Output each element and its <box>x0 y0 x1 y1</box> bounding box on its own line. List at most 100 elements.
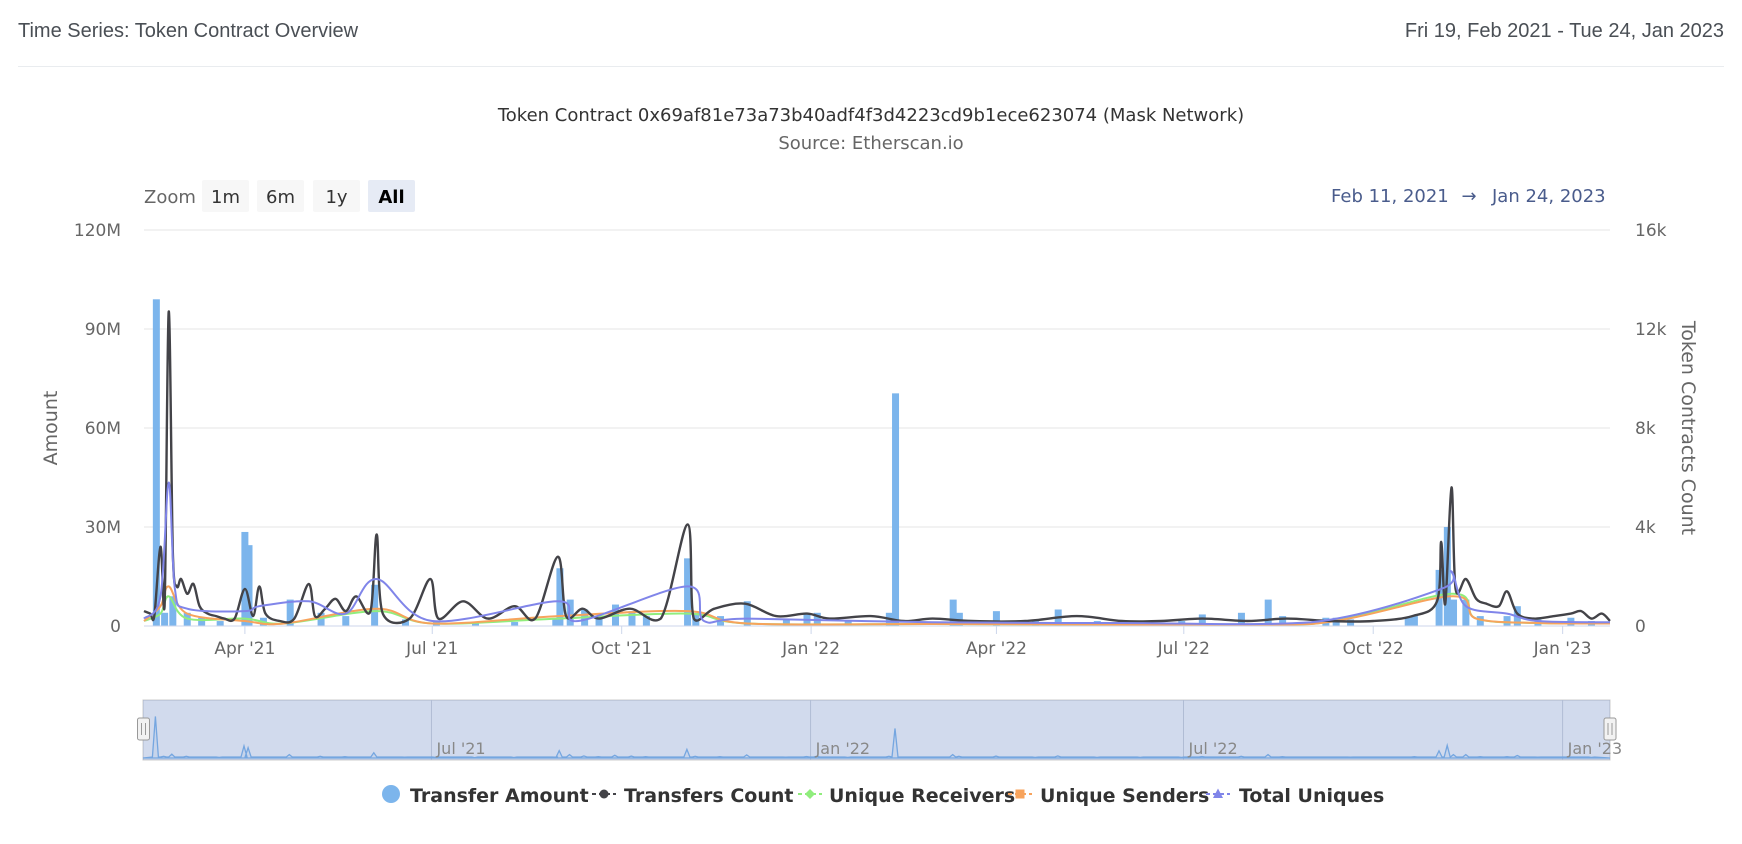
navigator-grid <box>430 700 1564 760</box>
transfer-amount-bar <box>241 531 249 626</box>
navigator-label: Jan '22 <box>815 739 871 758</box>
transfer-amount-bar <box>198 617 206 626</box>
navigator-series <box>142 716 1611 759</box>
legend-label-transfers-count: Transfers Count <box>624 785 793 807</box>
transfer-amount-bar <box>1404 617 1412 626</box>
navigator-label: Jan '23 <box>1567 739 1623 758</box>
transfer-amount-bar <box>782 619 790 626</box>
grid-lines <box>144 229 1610 528</box>
range-from-date[interactable]: Feb 11, 2021 <box>1331 186 1449 207</box>
chart-legend: Transfer Amount Transfers Count Unique R… <box>382 785 1384 807</box>
zoom-button-6m-label: 6m <box>266 187 295 208</box>
zoom-button-1y-label: 1y <box>325 187 347 208</box>
legend-item-total-uniques[interactable]: Total Uniques <box>1206 785 1384 807</box>
transfer-amount-bar <box>1198 614 1206 626</box>
transfer-amount-bar <box>1237 612 1245 626</box>
left-y-axis-label: Amount <box>40 391 62 466</box>
legend-label-unique-senders: Unique Senders <box>1040 785 1209 807</box>
zoom-button-1m[interactable]: 1m <box>202 180 249 212</box>
transfer-amount-bar <box>949 599 957 626</box>
navigator-mask[interactable] <box>143 700 1610 760</box>
zoom-button-6m[interactable]: 6m <box>257 180 304 212</box>
left-y-tick-label: 30M <box>85 518 121 538</box>
legend-item-unique-receivers[interactable]: Unique Receivers <box>798 785 1015 807</box>
zoom-button-all-label: All <box>378 187 404 208</box>
transfer-amount-bar <box>471 622 479 626</box>
transfer-amount-bar <box>1476 616 1484 626</box>
transfer-amount-bar <box>317 612 325 626</box>
left-y-tick-label: 0 <box>110 617 121 637</box>
transfer-amount-bar <box>152 299 160 626</box>
legend-symbol-unique-receivers <box>805 789 815 799</box>
left-y-tick-label: 120M <box>74 221 121 241</box>
zoom-button-1m-label: 1m <box>211 187 240 208</box>
transfer-amount-bar <box>566 599 574 626</box>
transfer-amount-bar <box>892 393 900 626</box>
legend-symbol-transfer-amount <box>382 785 400 803</box>
x-tick-label: Jan '23 <box>1533 639 1592 659</box>
transfer-amount-bar <box>1279 616 1287 626</box>
transfer-amount-bars <box>152 299 1595 626</box>
transfer-amount-bar <box>216 621 224 626</box>
transfer-amount-bar <box>161 612 169 626</box>
x-tick-label: Jan '22 <box>781 639 840 659</box>
navigator-label: Jul '21 <box>435 739 485 758</box>
transfer-amount-bar <box>628 611 636 626</box>
total-uniques-line <box>143 481 1611 626</box>
left-y-axis-ticks: 0 30M 60M 90M 120M <box>74 221 121 637</box>
transfer-amount-bar <box>1462 599 1470 626</box>
transfer-amount-bar <box>342 616 350 626</box>
navigator-right-handle[interactable] <box>1603 717 1617 741</box>
navigator-labels: Jul '21 Jan '22 Jul '22 Jan '23 <box>435 739 1622 758</box>
transfer-amount-bar <box>245 545 253 626</box>
right-y-tick-label: 16k <box>1635 221 1667 241</box>
x-tick-label: Apr '22 <box>966 639 1027 659</box>
navigator[interactable]: Jul '21 Jan '22 Jul '22 Jan '23 <box>137 699 1623 761</box>
x-tick-label: Oct '21 <box>591 639 652 659</box>
right-y-tick-label: 12k <box>1635 320 1667 340</box>
legend-label-unique-receivers: Unique Receivers <box>829 785 1015 807</box>
transfer-amount-bar <box>286 599 294 626</box>
right-y-tick-label: 0 <box>1635 617 1646 637</box>
x-axis-ticks: Apr '21 Jul '21 Oct '21 Jan '22 Apr '22 Jul '… <box>214 626 1592 659</box>
x-tick-label: Jul '21 <box>405 639 458 659</box>
range-to-date[interactable]: Jan 24, 2023 <box>1491 186 1606 207</box>
navigator-label: Jul '22 <box>1187 739 1237 758</box>
zoom-button-1y[interactable]: 1y <box>313 180 360 212</box>
x-tick-label: Jul '22 <box>1157 639 1210 659</box>
transfer-amount-bar <box>743 601 751 626</box>
transfer-amount-bar <box>552 619 560 626</box>
range-arrow: → <box>1461 186 1476 207</box>
legend-item-unique-senders[interactable]: Unique Senders <box>1008 785 1209 807</box>
legend-item-transfers-count[interactable]: Transfers Count <box>592 785 793 807</box>
card-header: Time Series: Token Contract Overview Fri… <box>0 0 1742 67</box>
range-selector: Zoom 1m 6m 1y All Feb 11, 2021 → Jan 24,… <box>144 180 1606 212</box>
transfer-amount-bar <box>1410 616 1418 626</box>
right-y-axis-label: Token Contracts Count <box>1677 320 1699 535</box>
right-y-tick-label: 8k <box>1635 419 1656 439</box>
transfer-amount-bar <box>595 616 603 626</box>
zoom-button-all[interactable]: All <box>368 180 415 212</box>
date-range-text: Fri 19, Feb 2021 - Tue 24, Jan 2023 <box>1404 20 1724 42</box>
chart-subtitle: Source: Etherscan.io <box>778 133 963 154</box>
transfer-amount-bar <box>169 596 177 626</box>
legend-item-transfer-amount[interactable]: Transfer Amount <box>382 785 589 807</box>
x-tick-label: Oct '22 <box>1343 639 1404 659</box>
transfer-amount-bar <box>642 616 650 626</box>
chart-title: Token Contract 0x69af81e73a73b40adf4f3d4… <box>497 105 1244 126</box>
transfer-amount-bar <box>401 619 409 626</box>
left-y-tick-label: 90M <box>85 320 121 340</box>
series-lines <box>143 310 1611 627</box>
legend-label-total-uniques: Total Uniques <box>1239 785 1384 807</box>
zoom-label: Zoom <box>144 187 196 208</box>
legend-symbol-total-uniques <box>1213 788 1223 798</box>
transfers-count-line <box>143 310 1611 625</box>
transfer-amount-bar <box>371 584 379 626</box>
header-divider <box>18 66 1724 67</box>
navigator-left-handle[interactable] <box>137 717 150 741</box>
transfer-amount-bar <box>1264 599 1272 626</box>
left-y-tick-label: 60M <box>85 419 121 439</box>
transfer-amount-bar <box>1503 616 1511 626</box>
transfer-amount-bar <box>556 568 564 626</box>
legend-symbol-transfers-count <box>599 789 609 799</box>
